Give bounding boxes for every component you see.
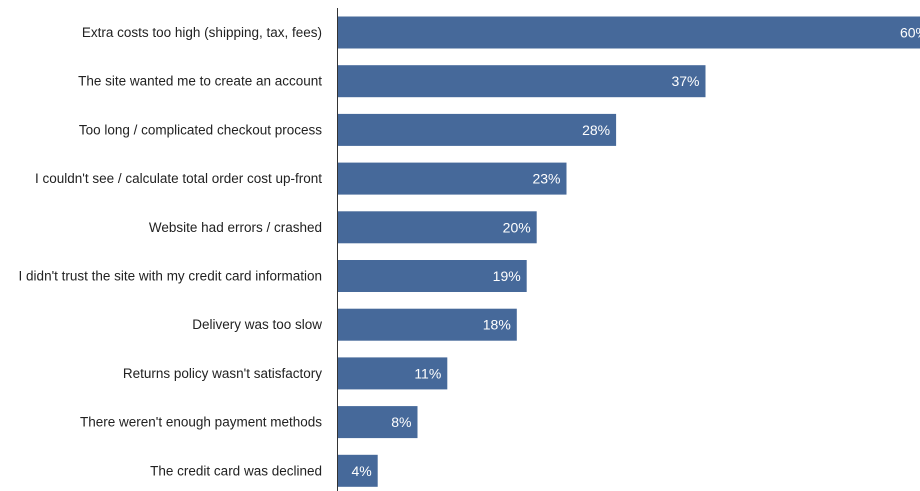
bar [338,65,706,98]
category-labels-group: Extra costs too high (shipping, tax, fee… [19,25,323,478]
bar [338,211,537,244]
category-label: There weren't enough payment methods [80,415,322,430]
bar [338,260,527,292]
category-label: I couldn't see / calculate total order c… [35,171,322,186]
bar [338,406,418,439]
bar-value-label: 28% [582,122,610,138]
category-label: Too long / complicated checkout process [79,122,322,137]
bar-value-label: 19% [493,268,521,284]
bar-value-label: 20% [503,219,531,235]
bar-value-label: 23% [532,171,560,187]
bar-value-label: 37% [671,73,699,89]
category-label: The credit card was declined [150,463,322,478]
bar [338,162,567,195]
bar-value-label: 18% [483,317,511,333]
bar [338,113,617,146]
bar [338,357,448,390]
bar [338,16,920,49]
bar-value-label: 11% [414,365,441,381]
bar-value-label: 60% [900,25,920,41]
bar [338,308,517,341]
category-label: Returns policy wasn't satisfactory [123,366,322,381]
category-label: Delivery was too slow [192,317,322,332]
category-label: Website had errors / crashed [149,220,322,235]
bars-group: 60% 37% 28% 23% 20% 19% 18% 11% 8% 4% [338,16,920,487]
bar-value-label: 4% [351,463,371,479]
bar [338,454,378,487]
bar-value-label: 8% [391,414,411,430]
category-label: I didn't trust the site with my credit c… [19,269,322,284]
category-label: The site wanted me to create an account [78,74,322,89]
category-label: Extra costs too high (shipping, tax, fee… [82,25,322,40]
